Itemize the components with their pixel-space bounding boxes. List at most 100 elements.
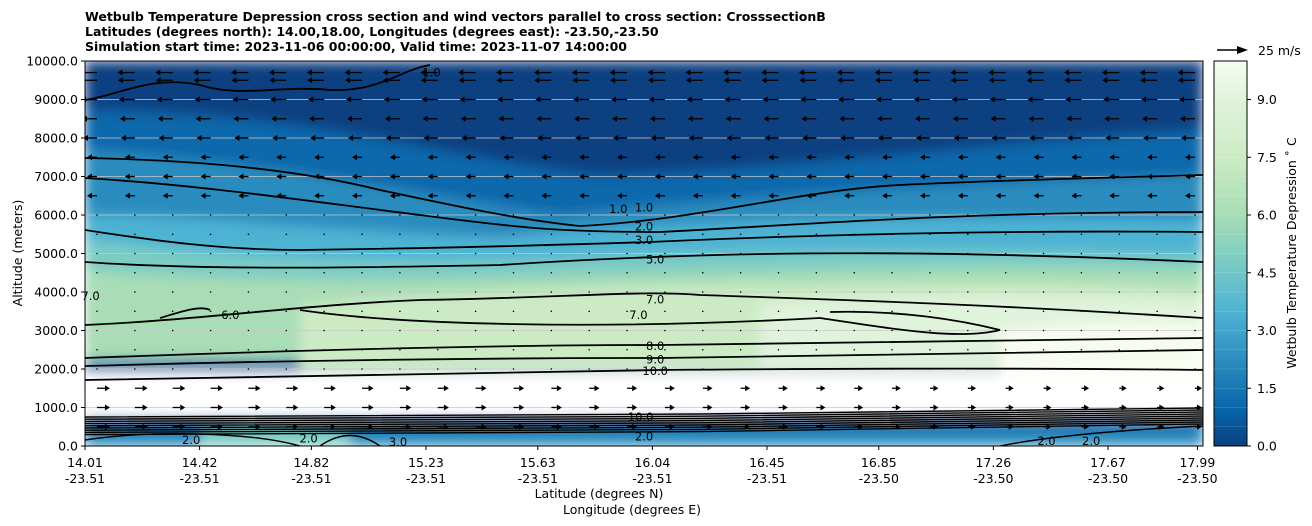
x-axis: 14.01-23.5114.42-23.5114.82-23.5115.23-2… [65, 446, 1218, 486]
contour-label: 8.0 [646, 339, 664, 353]
wind-vector-head [933, 385, 939, 392]
wind-vector-head [1197, 423, 1203, 430]
wind-vector-head [231, 69, 237, 76]
wind-vector [474, 214, 477, 216]
contour-label: 6.0 [221, 308, 239, 322]
wind-vector-head [234, 135, 240, 141]
wind-vector [664, 310, 666, 313]
wind-vector [399, 348, 401, 351]
wind-vector-head [952, 115, 958, 122]
contour-label: 9.0 [646, 352, 664, 366]
wind-vector-head [632, 385, 638, 392]
wind-vector-head [80, 77, 85, 83]
contour-label: 10.0 [642, 364, 668, 378]
wind-vector [285, 271, 288, 274]
wind-vector-head [617, 192, 623, 199]
wind-vector-head [649, 115, 655, 122]
wind-vector-head [1026, 69, 1032, 76]
wind-vector-head [874, 69, 880, 76]
wind-vector [1042, 214, 1045, 216]
wind-vector [815, 329, 818, 332]
y-tick-label: 4000.0 [34, 285, 78, 300]
wind-vector [399, 368, 401, 370]
surface-contour [319, 434, 381, 446]
wind-vector [891, 271, 893, 274]
wind-vector [664, 348, 666, 351]
x-tick-longitude: -23.50 [1177, 471, 1217, 486]
wind-vector-head [118, 96, 124, 103]
x-tick-latitude: 14.42 [182, 455, 218, 470]
colorbar-label: Wetbulb Temperature Depression ˚ C [1284, 137, 1299, 369]
wind-vector-head [820, 404, 826, 411]
wind-vector-head [761, 69, 767, 76]
contour-6 [159, 307, 211, 319]
surface-contour [85, 421, 1203, 434]
y-axis-label: Altitude (meters) [10, 200, 25, 307]
wind-vector [853, 271, 856, 274]
wind-vector [361, 291, 363, 293]
wind-vector [967, 271, 969, 274]
wind-vector-head [503, 192, 509, 199]
wind-vector [512, 348, 515, 351]
wind-vector [626, 252, 628, 255]
surface-contour [85, 433, 301, 446]
wind-vector [436, 252, 439, 255]
wind-vector-head [556, 385, 562, 392]
x-tick-latitude: 17.26 [975, 455, 1011, 470]
wind-vector-head [647, 69, 653, 76]
x-axis-label-longitude: Longitude (degrees E) [563, 502, 701, 517]
wind-vector-head [654, 173, 660, 180]
wind-vector-head [293, 404, 299, 411]
wind-vector [209, 291, 212, 293]
wind-vector-head [991, 135, 997, 141]
contour-1b [85, 157, 1203, 227]
wind-vector [739, 368, 742, 370]
wind-vector [512, 310, 515, 313]
wind-vector-head [481, 423, 487, 430]
contour-label: 2.0 [1037, 434, 1055, 448]
wind-vector [323, 271, 325, 274]
wind-vector-head [1140, 77, 1146, 84]
wind-vector-head [533, 69, 539, 76]
wind-vector-head [806, 173, 812, 180]
wind-vector [134, 310, 136, 313]
wind-vector-head [556, 404, 562, 411]
wind-vector-head [1046, 423, 1052, 430]
wind-vector [853, 310, 856, 313]
wind-vector-head [1071, 192, 1077, 199]
wind-vector-head [971, 404, 977, 411]
wind-vector [1118, 348, 1121, 351]
wind-vector [739, 310, 742, 313]
wind-vector-head [348, 135, 354, 141]
wind-vector [1118, 233, 1121, 236]
wind-vector-head [1084, 404, 1090, 411]
wind-vector-head [957, 154, 963, 161]
wind-vector [171, 271, 174, 274]
wind-vector-head [579, 154, 585, 161]
wind-vector [1042, 310, 1045, 313]
wind-vector [550, 271, 553, 274]
wind-vector-head [882, 173, 888, 180]
wind-vector-head [611, 96, 617, 103]
wind-vector-head [458, 77, 464, 84]
wind-vector [739, 214, 742, 216]
title-line-3: Simulation start time: 2023-11-06 00:00:… [85, 39, 627, 54]
wind-vector [1080, 214, 1083, 216]
wind-vector [853, 233, 856, 236]
wind-vector [436, 271, 439, 274]
wind-vector [967, 252, 969, 255]
wind-vector-head [820, 385, 826, 392]
wind-vector-head [688, 135, 694, 141]
wind-vector [1080, 233, 1083, 236]
wind-vector-head [389, 192, 395, 199]
wind-vector [853, 291, 856, 293]
wind-vector-head [352, 173, 358, 180]
wind-vector-head [255, 423, 261, 430]
contour-label: 2.0 [1082, 434, 1100, 448]
wind-vector [512, 368, 515, 370]
wind-vector-head [87, 173, 92, 180]
wind-vector-head [806, 154, 812, 161]
wind-vector [891, 348, 893, 351]
wind-vector [777, 214, 780, 216]
wind-vector-head [347, 115, 353, 122]
